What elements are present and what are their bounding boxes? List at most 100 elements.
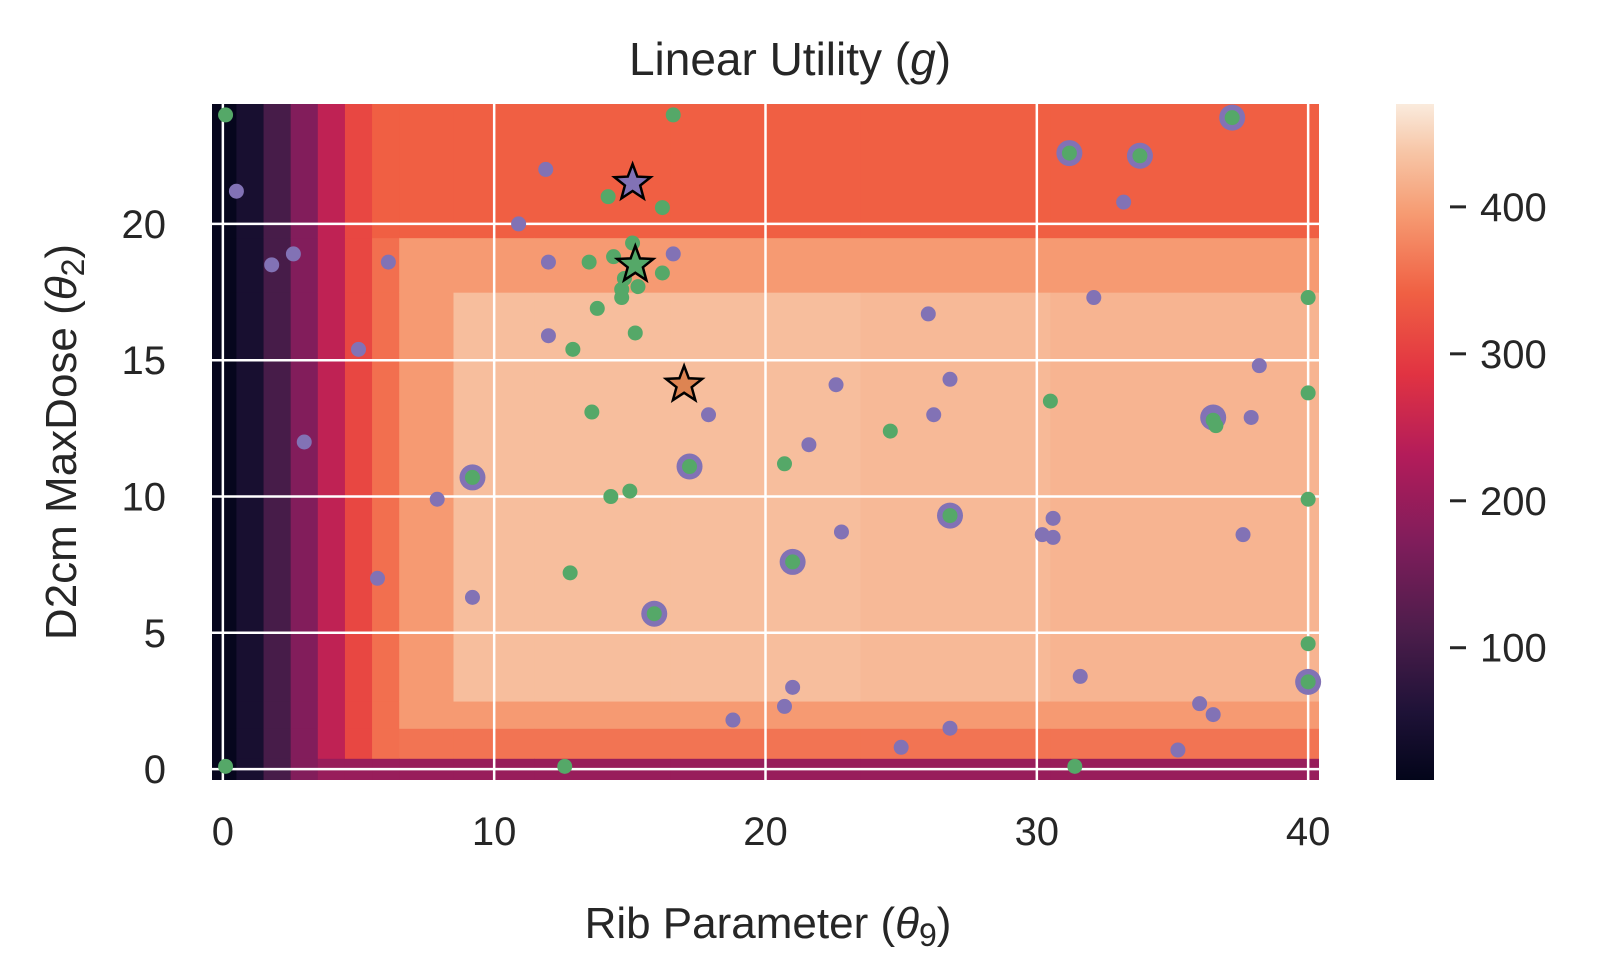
colorbar-tick-label: 100 — [1480, 627, 1547, 671]
svg-text:D2cm MaxDose (θ2): D2cm MaxDose (θ2) — [37, 244, 91, 640]
heatmap-cell — [317, 728, 346, 759]
svg-text:Rib Parameter (θ9): Rib Parameter (θ9) — [585, 899, 952, 953]
heatmap-cell — [372, 728, 400, 759]
heatmap-cell — [290, 700, 319, 729]
data-point — [1300, 674, 1316, 690]
data-point — [1235, 527, 1251, 543]
data-point — [622, 483, 638, 499]
heatmap-cell — [317, 237, 346, 293]
star-marker — [662, 362, 706, 403]
data-point — [627, 325, 643, 341]
data-point — [942, 508, 958, 524]
data-point — [540, 328, 556, 344]
heatmap-cell — [212, 728, 238, 759]
data-point — [630, 279, 646, 295]
heatmap-cell — [860, 728, 1051, 759]
heatmap-cell — [236, 728, 265, 759]
y-axis-ticks: 0 5 10 15 20 — [122, 203, 167, 792]
data-point — [264, 257, 280, 273]
data-point — [464, 469, 480, 485]
colorbar-gradient — [1396, 104, 1434, 780]
x-axis-ticks: 0 10 20 30 40 — [212, 810, 1331, 854]
x-tick-label: 0 — [212, 810, 234, 854]
data-point — [785, 554, 801, 570]
data-point — [1192, 696, 1208, 712]
data-point — [1086, 290, 1102, 306]
data-point — [920, 306, 936, 322]
data-point — [654, 200, 670, 216]
heatmap-cell — [344, 104, 373, 239]
data-point — [942, 371, 958, 387]
heatmap-cell — [236, 237, 265, 293]
heatmap-cell — [860, 237, 1051, 293]
data-point — [562, 565, 578, 581]
data-point — [380, 254, 396, 270]
heatmap-cell — [372, 104, 400, 239]
data-point — [1205, 707, 1221, 723]
heatmap-cell — [534, 728, 672, 759]
data-point — [785, 679, 801, 695]
data-point — [1067, 758, 1083, 774]
data-point — [893, 739, 909, 755]
data-point — [776, 456, 792, 472]
heatmap-cell — [317, 104, 346, 239]
data-point — [776, 698, 792, 714]
heatmap-cell — [399, 237, 455, 293]
heatmap-cell — [399, 104, 455, 239]
y-tick-label: 15 — [122, 339, 167, 383]
data-point — [464, 589, 480, 605]
data-point — [228, 183, 244, 199]
data-point — [581, 254, 597, 270]
data-point — [1045, 510, 1061, 526]
data-point — [540, 254, 556, 270]
heatmap-cell — [534, 700, 672, 729]
data-point — [511, 216, 527, 232]
data-point — [1045, 529, 1061, 545]
data-point — [1300, 385, 1316, 401]
data-point — [1300, 290, 1316, 306]
heatmap-cell — [290, 104, 319, 239]
data-point — [589, 300, 605, 316]
y-tick-label: 20 — [122, 203, 167, 247]
heatmap-cell — [399, 728, 455, 759]
heatmap-cell — [290, 237, 319, 293]
data-point — [565, 341, 581, 357]
data-point — [646, 606, 662, 622]
heatmap-cell — [263, 700, 292, 729]
data-point — [584, 404, 600, 420]
heatmap-cell — [860, 104, 1051, 239]
heatmap-cell — [212, 104, 238, 239]
heatmap-cell — [212, 237, 238, 293]
data-point — [1116, 194, 1132, 210]
heatmap-cell — [399, 700, 455, 729]
heatmap-cell — [534, 104, 672, 239]
data-point — [882, 423, 898, 439]
heatmap-cell — [236, 700, 265, 729]
data-point — [218, 107, 234, 123]
data-point — [1251, 358, 1267, 374]
data-point — [1042, 393, 1058, 409]
scatter-marks — [218, 104, 1322, 774]
heatmap-cell — [1050, 237, 1319, 293]
y-axis-label: D2cm MaxDose (θ2) — [37, 244, 91, 640]
y-tick-label: 5 — [144, 612, 166, 656]
data-point — [429, 491, 445, 507]
colorbar: 100 200 300 400 — [1396, 104, 1547, 780]
y-tick-label: 0 — [144, 748, 166, 792]
data-point — [725, 712, 741, 728]
svg-text:Linear Utility (g): Linear Utility (g) — [629, 33, 951, 85]
data-point — [603, 489, 619, 505]
star-marker — [613, 242, 657, 284]
data-point — [942, 720, 958, 736]
data-point — [1061, 145, 1077, 161]
heatmap-cell — [236, 104, 265, 239]
heatmap-cell — [1050, 104, 1319, 239]
x-axis-label: Rib Parameter (θ9) — [585, 899, 952, 953]
data-point — [218, 758, 234, 774]
data-point — [370, 570, 386, 586]
gridlines — [212, 104, 1319, 780]
data-point — [1224, 110, 1240, 126]
heatmap-cell — [344, 700, 373, 729]
x-tick-label: 40 — [1286, 810, 1331, 854]
